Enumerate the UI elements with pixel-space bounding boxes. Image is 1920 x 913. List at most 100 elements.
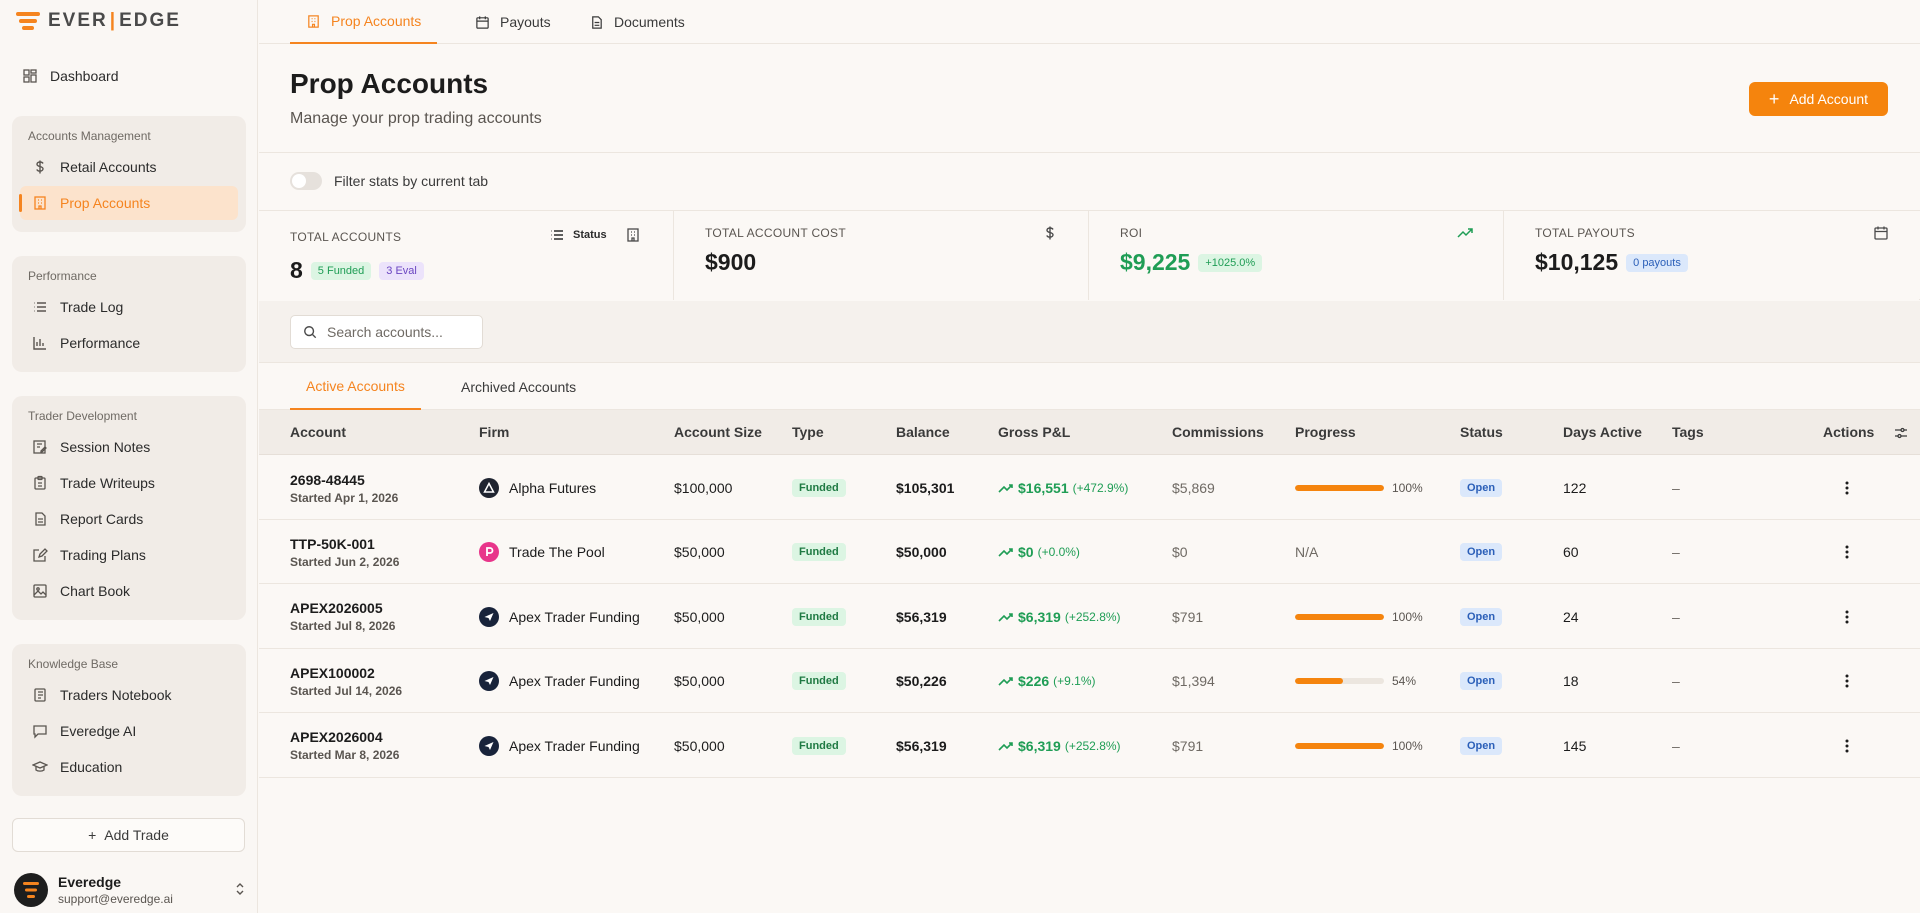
col-account-size[interactable]: Account Size <box>674 424 762 440</box>
graduation-cap-icon <box>32 759 48 775</box>
col-firm[interactable]: Firm <box>479 424 510 440</box>
row-actions-menu[interactable] <box>1837 585 1857 649</box>
search-input[interactable] <box>327 324 477 340</box>
pnl-value: $6,319 <box>1018 737 1061 754</box>
sidebar-item-retail-accounts[interactable]: Retail Accounts <box>20 150 238 184</box>
add-account-label: Add Account <box>1789 91 1869 107</box>
cell-commissions: $5,869 <box>1172 480 1215 496</box>
table-row[interactable]: TTP-50K-001 Started Jun 2, 2026 Trade Th… <box>259 520 1920 585</box>
sidebar-item-report-cards[interactable]: Report Cards <box>20 502 238 536</box>
cell-gross-pnl: $16,551 (+472.9%) <box>998 456 1128 520</box>
col-account[interactable]: Account <box>290 424 346 440</box>
progress-bar-fill <box>1295 742 1384 749</box>
everedge-logo-icon <box>23 882 39 898</box>
pencil-square-icon <box>32 547 48 563</box>
col-commissions[interactable]: Commissions <box>1172 424 1264 440</box>
sidebar-item-label: Everedge AI <box>60 723 137 739</box>
account-id[interactable]: APEX100002 <box>290 664 375 681</box>
cell-account: APEX2026005 Started Jul 8, 2026 <box>290 585 395 649</box>
progress-bar-fill <box>1295 678 1344 685</box>
status-filter-label: Status <box>573 229 607 241</box>
filter-stats-label: Filter stats by current tab <box>334 173 489 189</box>
sidebar-item-trade-writeups[interactable]: Trade Writeups <box>20 466 238 500</box>
tab-payouts[interactable]: Payouts <box>459 0 567 44</box>
cell-account: TTP-50K-001 Started Jun 2, 2026 <box>290 520 399 584</box>
cell-account-size: $50,000 <box>674 737 725 754</box>
sidebar-group-knowledge-base: Knowledge Base Traders Notebook Everedge… <box>12 644 246 796</box>
sidebar-item-label: Prop Accounts <box>60 195 151 211</box>
roi-value: $9,225 <box>1120 249 1191 275</box>
cell-account-size: $50,000 <box>674 608 725 625</box>
add-account-button[interactable]: + Add Account <box>1749 82 1888 116</box>
tab-prop-accounts[interactable]: Prop Accounts <box>290 0 438 44</box>
search-box[interactable] <box>290 315 483 349</box>
table-row[interactable]: 2698-48445 Started Apr 1, 2026 Alpha Fut… <box>259 456 1920 520</box>
tab-active-accounts[interactable]: Active Accounts <box>290 364 421 410</box>
pnl-value: $226 <box>1018 673 1050 690</box>
table-row[interactable]: APEX100002 Started Jul 14, 2026 Apex Tra… <box>259 649 1920 714</box>
stat-total-accounts: TOTAL ACCOUNTS Status 8 5 Funded 3 Eval <box>259 211 674 300</box>
cell-commissions: $791 <box>1172 737 1204 754</box>
user-menu[interactable]: Everedge support@everedge.ai <box>14 872 246 908</box>
type-badge: Funded <box>792 672 846 691</box>
row-actions-menu[interactable] <box>1837 649 1857 713</box>
cell-commissions: $791 <box>1172 608 1204 625</box>
more-vertical-icon <box>1837 739 1857 753</box>
sidebar-item-prop-accounts[interactable]: Prop Accounts <box>19 186 238 220</box>
col-status[interactable]: Status <box>1460 424 1503 440</box>
account-id[interactable]: TTP-50K-001 <box>290 535 375 552</box>
table-row[interactable]: APEX2026004 Started Mar 8, 2026 Apex Tra… <box>259 713 1920 778</box>
sidebar-item-trade-log[interactable]: Trade Log <box>20 290 238 324</box>
sidebar-item-chart-book[interactable]: Chart Book <box>20 574 238 608</box>
col-actions: Actions <box>1823 424 1875 440</box>
column-settings-icon[interactable] <box>1893 410 1909 455</box>
progress-label: 100% <box>1392 481 1423 495</box>
cell-progress: 100% <box>1295 714 1423 778</box>
col-gross-pnl[interactable]: Gross P&L <box>998 424 1071 440</box>
sidebar-item-label: Traders Notebook <box>60 687 172 703</box>
cell-balance: $56,319 <box>896 608 947 625</box>
sidebar-item-trading-plans[interactable]: Trading Plans <box>20 538 238 572</box>
account-id[interactable]: 2698-48445 <box>290 471 365 488</box>
table-row[interactable]: APEX2026005 Started Jul 8, 2026 Apex Tra… <box>259 584 1920 649</box>
cell-days-active: 122 <box>1563 480 1587 496</box>
funded-badge: 5 Funded <box>310 261 372 280</box>
sidebar-item-traders-notebook[interactable]: Traders Notebook <box>20 678 238 712</box>
col-tags[interactable]: Tags <box>1672 424 1704 440</box>
progress-bar <box>1295 613 1384 620</box>
col-progress[interactable]: Progress <box>1295 424 1356 440</box>
filter-stats-toggle[interactable] <box>290 172 322 190</box>
tab-documents[interactable]: Documents <box>573 0 701 44</box>
account-id[interactable]: APEX2026005 <box>290 600 383 617</box>
sidebar-item-everedge-ai[interactable]: Everedge AI <box>20 714 238 748</box>
cell-status: Open <box>1460 520 1503 584</box>
sidebar-item-dashboard[interactable]: Dashboard <box>12 62 246 90</box>
cell-commissions: $1,394 <box>1172 673 1215 690</box>
sidebar-item-label: Trade Writeups <box>60 475 155 491</box>
cell-account: APEX100002 Started Jul 14, 2026 <box>290 649 402 713</box>
col-days-active[interactable]: Days Active <box>1563 424 1642 440</box>
sidebar-item-performance[interactable]: Performance <box>20 326 238 360</box>
cell-account-size: $100,000 <box>674 480 733 496</box>
status-filter[interactable]: Status <box>549 227 607 243</box>
col-balance[interactable]: Balance <box>896 424 950 440</box>
account-id[interactable]: APEX2026004 <box>290 729 383 746</box>
stat-value: $9,225 +1025.0% <box>1120 249 1263 276</box>
stat-roi: ROI $9,225 +1025.0% <box>1089 211 1504 300</box>
row-actions-menu[interactable] <box>1837 456 1857 520</box>
tab-archived-accounts[interactable]: Archived Accounts <box>461 379 577 395</box>
row-actions-menu[interactable] <box>1837 714 1857 778</box>
add-trade-button[interactable]: + Add Trade <box>12 818 245 852</box>
col-type[interactable]: Type <box>792 424 824 440</box>
sidebar-item-education[interactable]: Education <box>20 750 238 784</box>
sidebar-item-session-notes[interactable]: Session Notes <box>20 430 238 464</box>
cell-firm: Alpha Futures <box>479 456 596 520</box>
pnl-value: $0 <box>1018 544 1034 561</box>
cell-tags: – <box>1672 737 1680 754</box>
brand-logo[interactable]: EVER | EDGE <box>16 10 181 32</box>
row-actions-menu[interactable] <box>1837 520 1857 584</box>
status-badge: Open <box>1460 543 1503 562</box>
cell-firm: Apex Trader Funding <box>479 714 640 778</box>
sidebar-item-label: Report Cards <box>60 511 144 527</box>
stat-total-payouts: TOTAL PAYOUTS $10,125 0 payouts <box>1504 211 1919 300</box>
